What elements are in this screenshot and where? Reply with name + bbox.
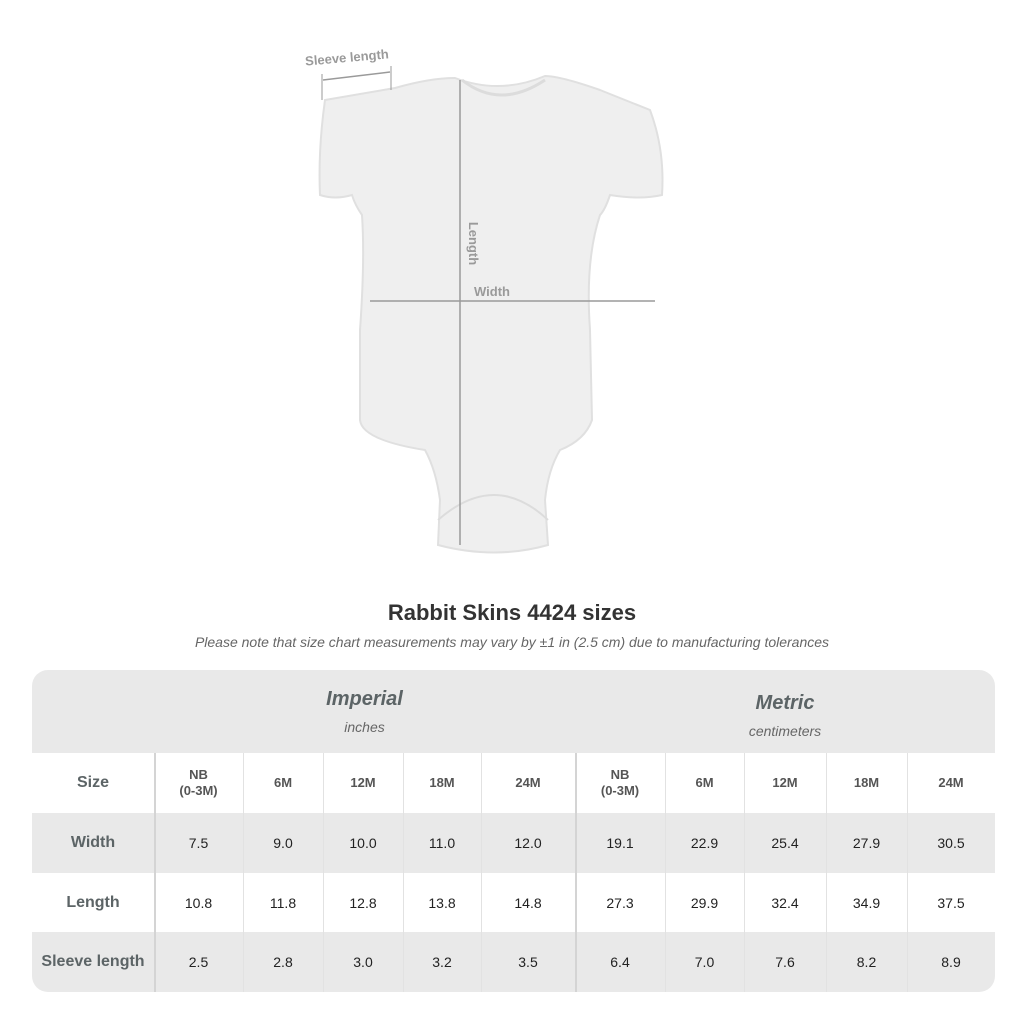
column-divider (154, 753, 156, 992)
onesie-illustration: Sleeve length Length Width (305, 46, 664, 554)
column-divider (243, 753, 244, 992)
metric-value-cell: 29.9 (690, 894, 719, 911)
metric-value-cell: 34.9 (852, 894, 881, 911)
size-row-band (32, 753, 995, 813)
metric-value-cell: 19.1 (606, 835, 634, 851)
imperial-header: Imperial inches (154, 688, 575, 735)
tolerance-note: Please note that size chart measurements… (194, 634, 830, 650)
imperial-value-cell: 10.8 (184, 894, 213, 911)
metric-value-cell: 22.9 (690, 835, 719, 851)
metric-size-header: 12M (772, 775, 798, 790)
row-label: Length (66, 893, 120, 911)
metric-value-cell: 8.2 (856, 954, 877, 970)
onesie-image (318, 66, 664, 554)
metric-unit: centimeters (748, 723, 822, 739)
imperial-value-cell: 9.0 (273, 835, 293, 851)
metric-value-cell: 30.5 (937, 835, 965, 851)
column-divider (323, 753, 324, 992)
imperial-value-cell: 2.8 (273, 954, 293, 970)
imperial-unit: inches (344, 719, 385, 735)
metric-value-cell: 6.4 (610, 954, 630, 970)
imperial-value-cell: 3.2 (432, 954, 452, 970)
imperial-value-cell: 12.0 (514, 835, 542, 851)
metric-value-cell: 7.6 (775, 954, 795, 970)
metric-title: Metric (755, 692, 815, 714)
imperial-value-cell: 11.8 (269, 894, 297, 911)
imperial-value-cell: 2.5 (188, 954, 209, 970)
metric-size-header: NB (0-3M) (600, 767, 640, 798)
imperial-size-header: 6M (273, 775, 293, 790)
imperial-value-cell: 10.0 (349, 835, 377, 851)
metric-header: Metric centimeters (575, 692, 995, 739)
metric-value-cell: 37.5 (937, 894, 965, 911)
width-label: Width (474, 284, 510, 299)
size-table: Imperial inches Metric centimeters Size N… (32, 670, 995, 992)
length-label: Length (466, 221, 482, 266)
imperial-size-header: 24M (515, 775, 541, 790)
column-divider (575, 753, 577, 992)
imperial-size-header: 12M (350, 775, 376, 790)
page-title: Rabbit Skins 4424 sizes (387, 600, 637, 625)
imperial-size-header: NB (0-3M) (179, 767, 218, 798)
metric-value-cell: 8.9 (941, 954, 961, 970)
metric-value-cell: 25.4 (771, 835, 799, 851)
metric-value-cell: 27.3 (606, 894, 634, 911)
metric-size-header: 6M (695, 775, 714, 790)
imperial-size-header: 18M (429, 775, 455, 790)
sleeve-arrow (322, 71, 391, 81)
metric-value-cell: 27.9 (852, 835, 881, 851)
metric-value-cell: 7.0 (694, 954, 715, 970)
size-header-label: Size (76, 774, 109, 791)
column-divider (665, 753, 666, 992)
imperial-value-cell: 12.8 (349, 894, 377, 911)
metric-size-header: 24M (938, 775, 964, 790)
column-divider (826, 753, 827, 992)
metric-value-cell: 32.4 (771, 894, 799, 911)
metric-size-header: 18M (853, 775, 880, 790)
row-label: Sleeve length (41, 953, 145, 970)
column-divider (907, 753, 908, 992)
imperial-value-cell: 13.8 (428, 894, 456, 911)
imperial-value-cell: 3.0 (353, 954, 373, 970)
imperial-value-cell: 11.0 (428, 835, 456, 851)
imperial-value-cell: 3.5 (518, 954, 538, 970)
column-divider (744, 753, 745, 992)
length-row-band (32, 873, 995, 932)
column-divider (481, 753, 482, 992)
imperial-title: Imperial (326, 688, 403, 710)
row-label: Width (70, 834, 116, 851)
column-divider (403, 753, 404, 992)
imperial-value-cell: 14.8 (514, 894, 542, 911)
imperial-value-cell: 7.5 (188, 835, 209, 851)
